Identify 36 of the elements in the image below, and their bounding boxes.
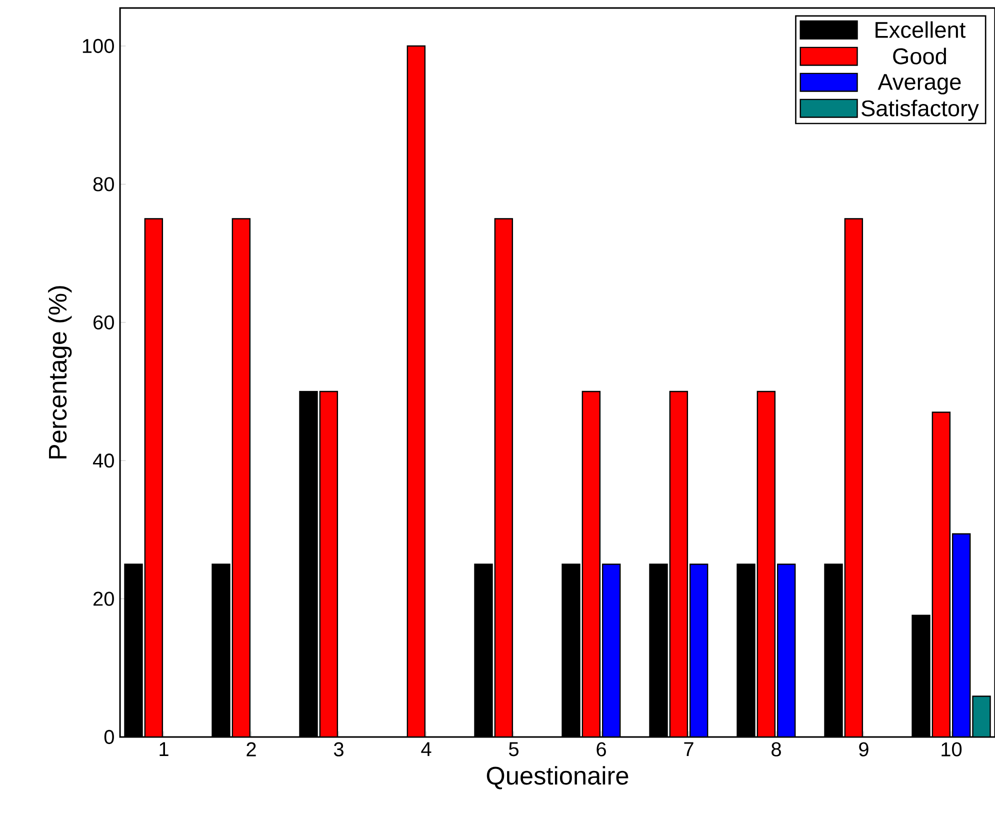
bar [144,218,164,737]
y-tick-label: 40 [92,454,114,468]
x-tick-label: 10 [942,742,962,756]
bar [756,390,776,737]
bar [232,218,251,737]
x-tick-label: 6 [596,742,606,756]
bar [844,218,864,737]
bar [582,390,601,737]
x-tick-label: 4 [421,742,432,756]
x-tick-label: 5 [508,742,518,756]
legend-label: Satisfactory [862,100,979,121]
legend-label: Good [893,48,946,64]
y-tick-label: 80 [93,177,114,192]
x-axis-title: Questionaire [486,766,628,790]
x-tick-label: 3 [334,742,344,756]
legend-label: Excellent [876,21,966,38]
x-tick-label: 8 [772,742,781,756]
x-tick-label: 1 [160,742,168,756]
bar [319,390,338,737]
bar [602,564,621,737]
x-tick-label: 9 [859,742,868,756]
bar [932,412,951,737]
y-axis-title: Percentage (%) [48,286,72,458]
legend-label: Average [878,74,961,94]
y-tick-label: 20 [94,592,114,606]
bar [776,564,796,737]
bar [689,564,708,737]
y-tick-label: 100 [82,38,114,54]
bar [669,390,688,737]
y-tick-label: 60 [94,315,114,330]
x-tick-label: 7 [684,742,694,756]
bar [952,533,971,737]
bar [494,218,514,737]
y-tick-label: 0 [104,730,114,744]
bar [406,45,426,737]
x-tick-label: 2 [246,742,256,756]
